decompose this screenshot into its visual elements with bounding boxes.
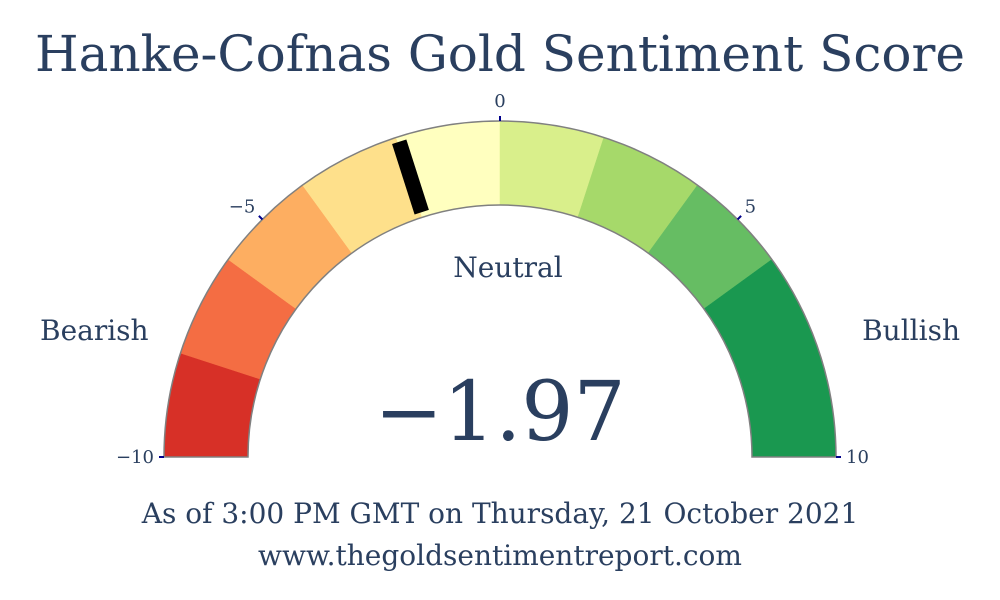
score-value: −1.97 <box>374 365 626 460</box>
gauge-needle-bar <box>392 139 429 215</box>
gauge-ticks: −10 −5 0 5 10 <box>116 91 869 468</box>
website-url: www.thegoldsentimentreport.com <box>258 539 742 572</box>
gauge-tick-label: −10 <box>116 447 154 468</box>
gauge-tick-label: 0 <box>494 91 505 112</box>
gauge-tick <box>258 215 264 221</box>
gauge-tick-label: 10 <box>846 447 869 468</box>
bearish-label: Bearish <box>40 314 149 347</box>
gauge-tick <box>736 215 742 221</box>
chart-title: Hanke-Cofnas Gold Sentiment Score <box>35 25 965 83</box>
gauge-outline <box>163 120 837 458</box>
sentiment-status-label: Neutral <box>453 251 563 284</box>
as-of-timestamp: As of 3:00 PM GMT on Thursday, 21 Octobe… <box>141 497 859 530</box>
gauge-tick-label: 5 <box>745 196 756 217</box>
gauge-border <box>163 120 837 458</box>
gauge-needle <box>392 139 429 215</box>
gauge-tick-label: −5 <box>229 196 256 217</box>
bullish-label: Bullish <box>862 314 960 347</box>
